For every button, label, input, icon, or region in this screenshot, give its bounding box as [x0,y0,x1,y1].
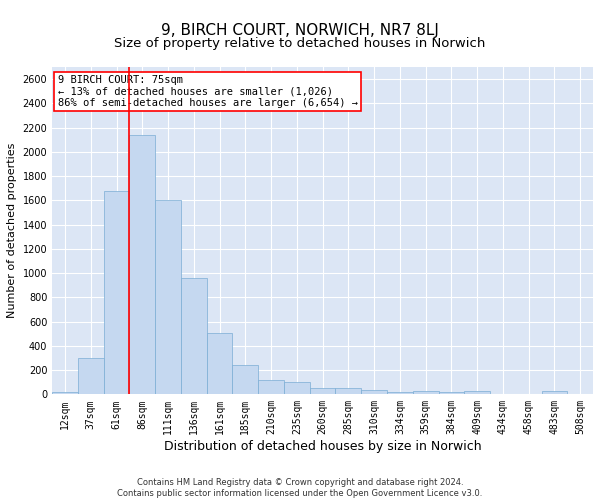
Bar [258,380,284,394]
Bar [155,200,181,394]
Bar [181,278,206,394]
Bar [413,392,439,394]
Bar [206,333,232,394]
Text: 9 BIRCH COURT: 75sqm
← 13% of detached houses are smaller (1,026)
86% of semi-de: 9 BIRCH COURT: 75sqm ← 13% of detached h… [58,75,358,108]
Bar [232,366,258,394]
Bar [439,392,464,394]
Bar [361,390,387,394]
Text: Size of property relative to detached houses in Norwich: Size of property relative to detached ho… [115,38,485,51]
Text: 9, BIRCH COURT, NORWICH, NR7 8LJ: 9, BIRCH COURT, NORWICH, NR7 8LJ [161,22,439,38]
Bar [104,190,130,394]
Bar [78,358,104,395]
Bar [130,135,155,394]
Bar [335,388,361,394]
Bar [310,388,335,394]
Text: Contains HM Land Registry data © Crown copyright and database right 2024.
Contai: Contains HM Land Registry data © Crown c… [118,478,482,498]
Bar [464,392,490,394]
Y-axis label: Number of detached properties: Number of detached properties [7,143,17,318]
Bar [542,392,567,394]
Bar [284,382,310,394]
Bar [387,392,413,394]
Bar [52,392,78,394]
X-axis label: Distribution of detached houses by size in Norwich: Distribution of detached houses by size … [164,440,481,453]
